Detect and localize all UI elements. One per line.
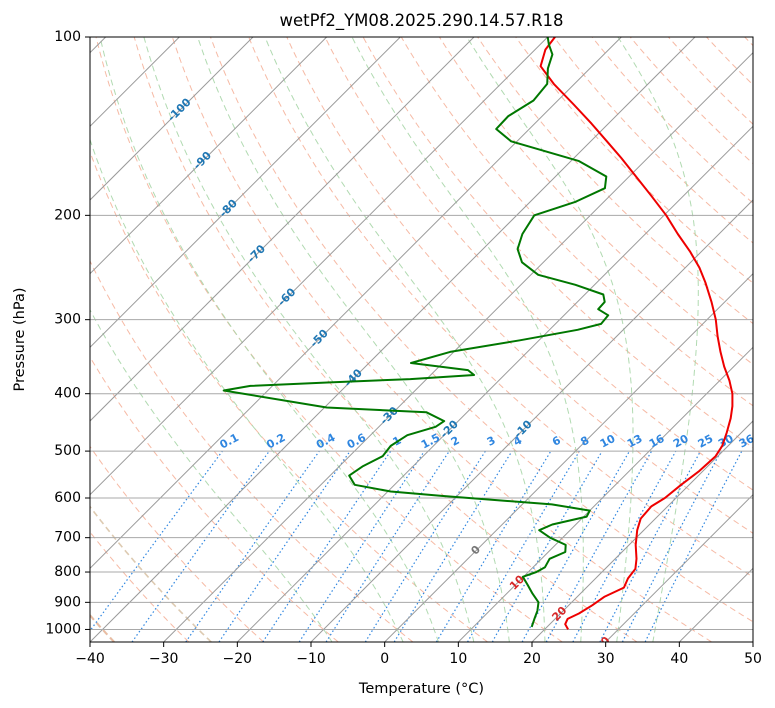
- moist-adiabat: [143, 37, 475, 642]
- isotherm-line: [163, 51, 753, 642]
- x-tick-label: −10: [296, 651, 326, 667]
- isotherm-line: [90, 37, 549, 496]
- dry-adiabat: [286, 37, 753, 534]
- mixing-ratio-line: [90, 450, 223, 632]
- y-tick-label: 900: [54, 594, 81, 610]
- moist-adiabat: [90, 138, 404, 642]
- dry-adiabat: [515, 37, 753, 284]
- temperature-profile-line: [539, 37, 734, 630]
- isotherm-line: [90, 37, 475, 422]
- dry-adiabat: [95, 37, 563, 642]
- mixing-ratio-line: [298, 450, 425, 642]
- x-axis-title: Temperature (°C): [358, 681, 484, 697]
- dry-adiabat: [90, 445, 264, 642]
- mixing-ratio-line: [325, 450, 450, 642]
- moist-adiabat: [264, 37, 546, 642]
- mixing-ratio-label: 25: [696, 432, 716, 451]
- x-tick-label: −40: [75, 651, 105, 667]
- moist-adiabat: [617, 37, 699, 642]
- mixing-ratio-line: [393, 450, 513, 642]
- dry-adiabat: [248, 37, 753, 578]
- isotherm-line: [90, 37, 696, 642]
- moist-adiabat: [197, 37, 510, 642]
- dry-adiabat: [171, 37, 712, 642]
- x-tick-label: 20: [523, 651, 541, 667]
- mixing-ratio-line: [262, 450, 392, 642]
- isotherm-line: [236, 125, 753, 642]
- dry-adiabat: [324, 37, 753, 491]
- isotherm-line: [90, 37, 328, 275]
- x-tick-label: 10: [449, 651, 467, 667]
- y-tick-label: 600: [54, 490, 81, 506]
- y-tick-label: 200: [54, 207, 81, 223]
- plot-border: [89, 36, 754, 643]
- mixing-ratio-label: 13: [625, 432, 645, 451]
- y-axis-title: Pressure (hPa): [12, 287, 28, 391]
- mixing-ratio-line: [185, 450, 320, 642]
- dry-adiabat: [90, 259, 414, 642]
- mixing-ratio-label: 10: [598, 432, 618, 451]
- plot-frame: [89, 36, 754, 643]
- mixing-ratio-line: [644, 450, 743, 642]
- y-tick-label: 800: [54, 564, 81, 580]
- x-tick-label: 50: [744, 651, 762, 667]
- mixing-ratio-line: [545, 450, 653, 642]
- y-tick-label: 500: [54, 443, 81, 459]
- isotherm-label: 30: [593, 634, 613, 654]
- x-tick-label: −20: [223, 651, 253, 667]
- x-tick-label: 0: [380, 651, 389, 667]
- isotherm-line: [384, 272, 753, 642]
- mixing-ratio-line: [521, 450, 631, 642]
- x-tick-label: 40: [670, 651, 688, 667]
- dry-adiabat: [210, 37, 753, 623]
- mixing-ratio-line: [572, 450, 677, 642]
- y-tick-label: 700: [54, 530, 81, 546]
- isotherm-line: [90, 37, 254, 201]
- y-tick-label: 400: [54, 386, 81, 402]
- chart-title: wetPf2_YM08.2025.290.14.57.R18: [279, 11, 563, 31]
- mixing-ratio-label: 20: [671, 432, 691, 451]
- y-tick-label: 100: [54, 29, 81, 45]
- isotherm-line: [310, 199, 753, 642]
- mixing-ratio-line: [218, 450, 351, 642]
- isotherm-line: [531, 420, 753, 642]
- y-tick-label: 300: [54, 312, 81, 328]
- y-tick-label: 1000: [45, 621, 81, 637]
- dry-adiabat: [133, 37, 638, 642]
- x-tick-label: −30: [149, 651, 179, 667]
- mixing-ratio-line: [131, 450, 270, 642]
- isotherm-line: [90, 37, 622, 570]
- isotherm-line: [90, 37, 401, 349]
- dry-adiabat: [90, 356, 339, 642]
- axes: −40 −30 −20 −10 0 10 20 30 40 50 100 200 300 400 500 60…: [45, 29, 762, 667]
- isotherm-line: [605, 493, 753, 642]
- moist-adiabat: [90, 308, 333, 642]
- moist-adiabat: [351, 37, 584, 642]
- mixing-ratio-label: 36: [737, 432, 757, 451]
- mixing-ratio-label: 16: [647, 432, 667, 451]
- moist-adiabat: [99, 37, 439, 642]
- dewpoint-profile-line: [222, 37, 610, 628]
- x-tick-label: 30: [597, 651, 615, 667]
